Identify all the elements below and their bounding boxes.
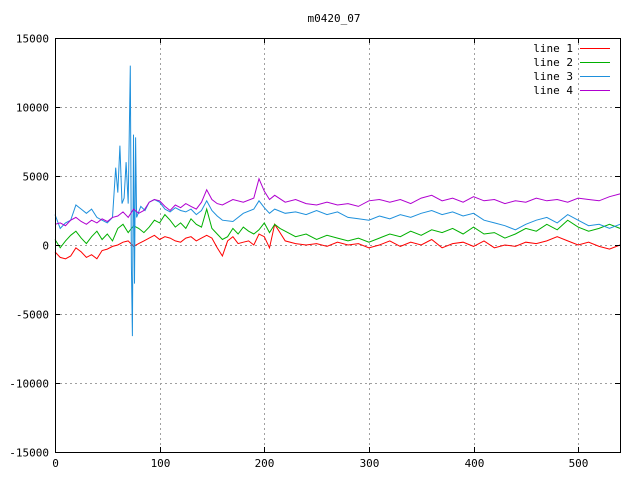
y-tick-label: -5000 — [16, 309, 49, 322]
y-tick-label: 0 — [42, 240, 49, 253]
y-tick-label: 15000 — [16, 33, 49, 46]
chart-title: m0420_07 — [308, 12, 361, 25]
series-line-4 — [54, 177, 621, 227]
series-layer — [54, 65, 621, 337]
series-line-1 — [54, 223, 621, 260]
x-tick-label: 400 — [465, 457, 485, 470]
x-tick-label: 500 — [569, 457, 589, 470]
y-tick-label: 5000 — [23, 171, 50, 184]
x-tick-label: 100 — [151, 457, 171, 470]
legend-label: line 1 — [533, 42, 573, 55]
series-line-2 — [54, 207, 621, 249]
grid-lines — [55, 38, 620, 452]
y-tick-label: -10000 — [9, 378, 49, 391]
axis-layer: 0 100 200 300 400 500 -15000 -10000 -5000 0 5000 10… — [9, 33, 620, 470]
y-tick-label: -15000 — [9, 447, 49, 460]
y-tick-label: 10000 — [16, 102, 49, 115]
x-tick-label: 0 — [52, 457, 59, 470]
series-line-3 — [54, 65, 621, 337]
x-tick-label: 200 — [255, 457, 275, 470]
legend-label: line 3 — [533, 70, 573, 83]
legend-label: line 4 — [533, 84, 573, 97]
legend-label: line 2 — [533, 56, 573, 69]
x-tick-label: 300 — [360, 457, 380, 470]
